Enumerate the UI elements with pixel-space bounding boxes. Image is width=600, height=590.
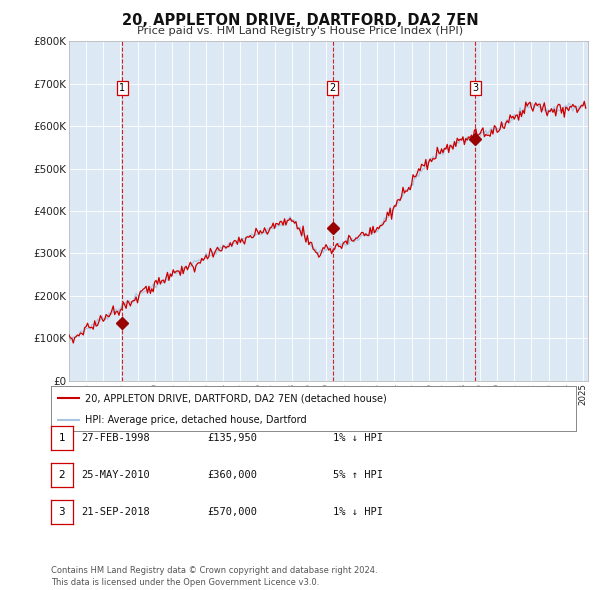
Text: 3: 3 — [472, 83, 478, 93]
Text: 1% ↓ HPI: 1% ↓ HPI — [333, 507, 383, 517]
Text: 21-SEP-2018: 21-SEP-2018 — [81, 507, 150, 517]
Text: 20, APPLETON DRIVE, DARTFORD, DA2 7EN: 20, APPLETON DRIVE, DARTFORD, DA2 7EN — [122, 13, 478, 28]
Text: 25-MAY-2010: 25-MAY-2010 — [81, 470, 150, 480]
Text: £135,950: £135,950 — [207, 433, 257, 442]
Text: Price paid vs. HM Land Registry's House Price Index (HPI): Price paid vs. HM Land Registry's House … — [137, 26, 463, 36]
Text: 1% ↓ HPI: 1% ↓ HPI — [333, 433, 383, 442]
Text: Contains HM Land Registry data © Crown copyright and database right 2024.
This d: Contains HM Land Registry data © Crown c… — [51, 566, 377, 587]
Text: £570,000: £570,000 — [207, 507, 257, 517]
Text: 3: 3 — [58, 507, 65, 517]
Text: 27-FEB-1998: 27-FEB-1998 — [81, 433, 150, 442]
Text: HPI: Average price, detached house, Dartford: HPI: Average price, detached house, Dart… — [85, 415, 307, 425]
Text: 1: 1 — [119, 83, 125, 93]
Text: 1: 1 — [58, 433, 65, 442]
Text: 5% ↑ HPI: 5% ↑ HPI — [333, 470, 383, 480]
Text: £360,000: £360,000 — [207, 470, 257, 480]
Text: 2: 2 — [329, 83, 336, 93]
Text: 2: 2 — [58, 470, 65, 480]
Text: 20, APPLETON DRIVE, DARTFORD, DA2 7EN (detached house): 20, APPLETON DRIVE, DARTFORD, DA2 7EN (d… — [85, 394, 387, 404]
